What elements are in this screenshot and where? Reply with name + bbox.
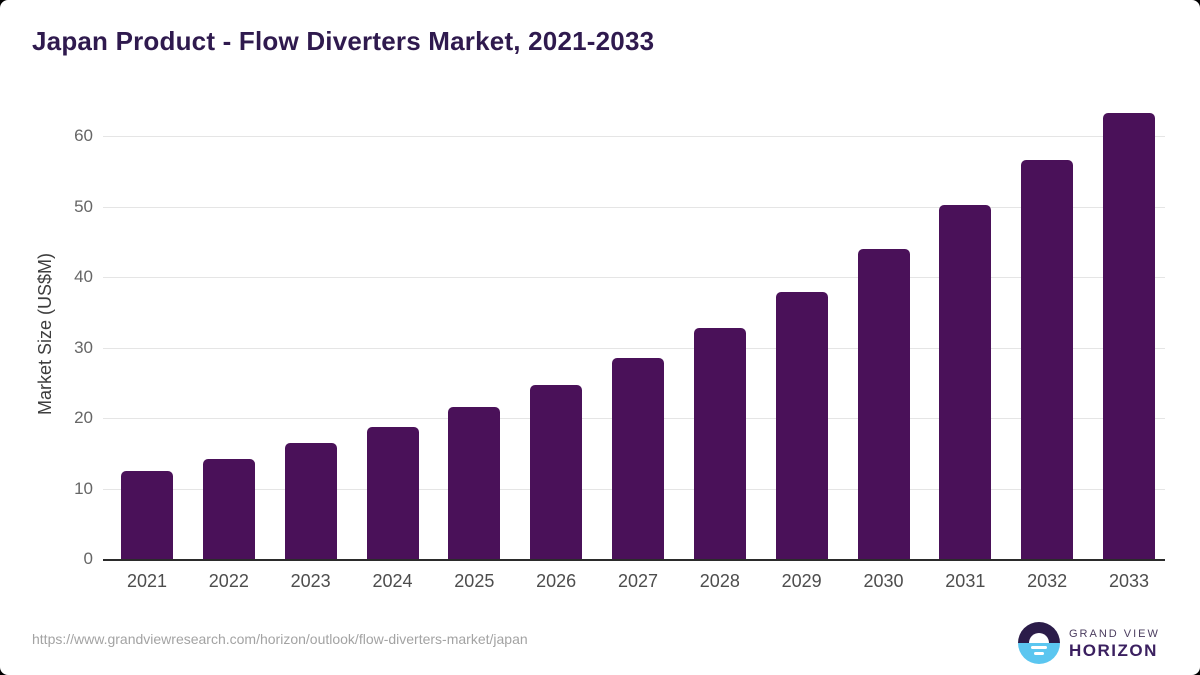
chart-title: Japan Product - Flow Diverters Market, 2… [32, 26, 655, 56]
x-tick-label-2031: 2031 [945, 571, 986, 591]
gridline-50 [103, 206, 1165, 208]
x-tick-label-2029: 2029 [781, 571, 822, 591]
x-tick-label-2023: 2023 [290, 571, 331, 591]
y-tick-label-50: 50 [74, 196, 93, 216]
x-tick-label-2025: 2025 [454, 571, 495, 591]
x-tick-label-2022: 2022 [208, 571, 249, 591]
bar-2033 [1103, 112, 1155, 559]
y-tick-label-10: 10 [74, 478, 93, 498]
bar-2027 [612, 358, 664, 559]
sunrise-horizon-icon [1018, 622, 1060, 664]
grand-view-horizon-logo: GRAND VIEW HORIZON [1018, 622, 1160, 664]
x-tick-label-2030: 2030 [863, 571, 904, 591]
bar-2022 [202, 458, 255, 559]
logo-text-horizon: HORIZON [1069, 640, 1158, 660]
bar-2025 [448, 406, 501, 559]
x-tick-label-2021: 2021 [126, 571, 168, 591]
x-tick-label-2026: 2026 [536, 571, 577, 591]
y-tick-label-20: 20 [74, 408, 93, 428]
gridline-60 [103, 136, 1165, 138]
logo-text-grand-view: GRAND VIEW [1069, 627, 1160, 640]
y-tick-label-0: 0 [83, 549, 93, 568]
bar-2030 [857, 248, 910, 559]
bar-2028 [693, 327, 746, 559]
x-tick-label-2032: 2032 [1027, 571, 1068, 591]
y-tick-label-30: 30 [74, 337, 93, 357]
gridline-30 [103, 347, 1165, 349]
bar-2024 [366, 426, 419, 559]
x-tick-label-2028: 2028 [699, 571, 740, 591]
bar-2021 [121, 470, 173, 559]
bar-2032 [1021, 160, 1074, 559]
bar-2026 [530, 384, 583, 559]
y-tick-label-60: 60 [74, 126, 93, 146]
x-tick-label-2027: 2027 [617, 571, 659, 591]
y-tick-label-40: 40 [74, 267, 93, 287]
gridline-40 [103, 277, 1165, 279]
x-tick-label-2024: 2024 [372, 571, 413, 591]
bar-2031 [939, 205, 992, 559]
bar-2023 [284, 443, 337, 559]
bar-2029 [775, 291, 828, 559]
logo-text: GRAND VIEW HORIZON [1069, 627, 1160, 660]
source-url: https://www.grandviewresearch.com/horizo… [32, 631, 528, 647]
x-tick-label-2033: 2033 [1108, 571, 1150, 591]
plot-area: 0 10 20 30 40 50 60 2021 2022 2023 2024 2025 2026 202… [74, 110, 1165, 591]
